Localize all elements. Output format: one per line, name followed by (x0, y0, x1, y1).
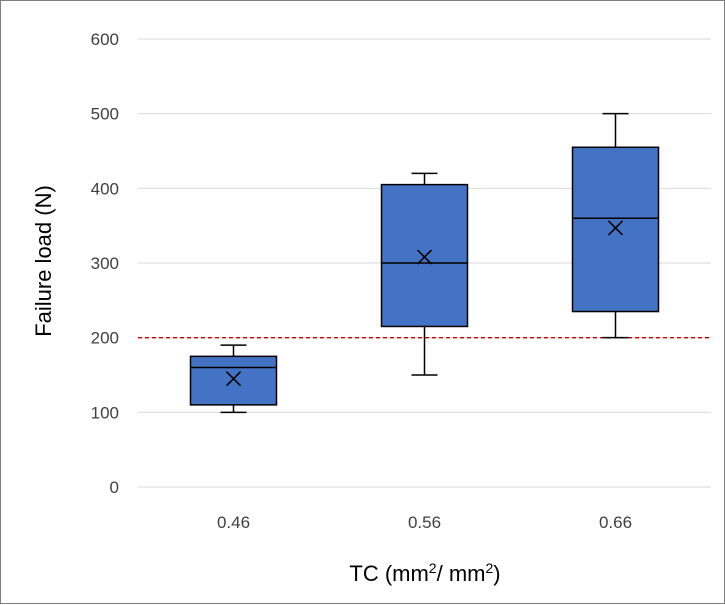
y-tick-label-600: 600 (91, 30, 119, 49)
iqr-box (380, 183, 469, 328)
x-axis-title-middle: / mm (437, 561, 486, 586)
y-tick-label-200: 200 (91, 329, 119, 348)
box-0.66 (571, 112, 660, 339)
x-axis-title: TC (mm2/ mm2) (349, 560, 500, 586)
x-tick-label-0.46: 0.46 (217, 513, 250, 532)
box-series (189, 112, 660, 414)
y-tick-label-300: 300 (91, 254, 119, 273)
y-tick-label-100: 100 (91, 403, 119, 422)
y-tick-label-400: 400 (91, 179, 119, 198)
box-0.56 (380, 172, 469, 376)
box-0.46 (189, 344, 278, 414)
mean-marker-stroke-b (225, 371, 242, 387)
x-axis-title-main: TC (mm (349, 561, 428, 586)
iqr-box (571, 146, 660, 313)
mean-marker-stroke-b (607, 220, 624, 236)
y-axis-tick-labels: 0 100 200 300 400 500 600 (91, 30, 119, 497)
mean-marker-stroke-b (416, 249, 433, 265)
y-tick-label-500: 500 (91, 105, 119, 124)
iqr-box (189, 355, 278, 406)
x-tick-label-0.56: 0.56 (408, 513, 441, 532)
x-tick-label-0.66: 0.66 (599, 513, 632, 532)
x-axis-title-sup2: 2 (485, 560, 493, 576)
x-axis-title-sup1: 2 (429, 560, 437, 576)
y-axis-title: Failure load (N) (31, 185, 56, 337)
x-axis-tick-labels: 0.46 0.56 0.66 (217, 513, 632, 532)
y-tick-label-0: 0 (110, 478, 119, 497)
x-axis-title-end: ) (493, 561, 500, 586)
